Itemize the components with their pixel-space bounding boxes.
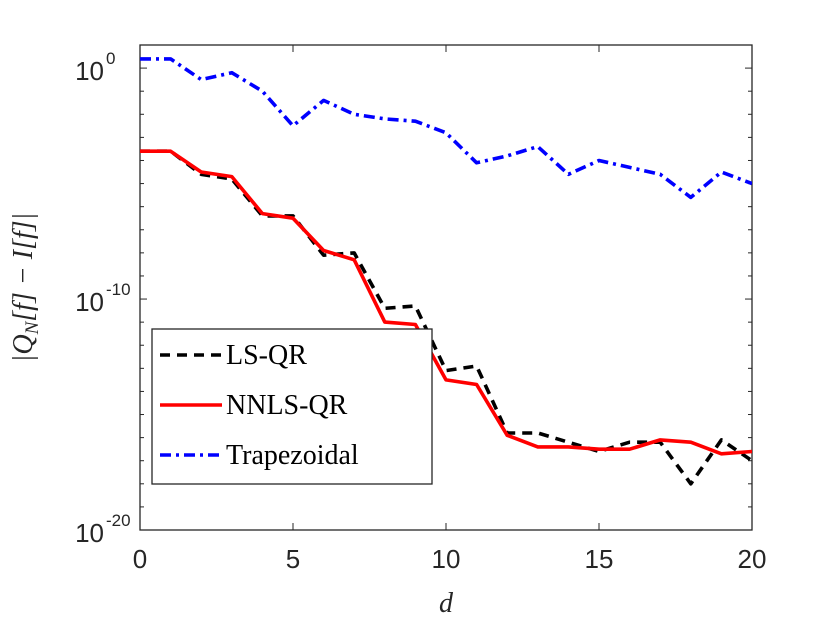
series-line-trapezoidal	[140, 57, 752, 200]
y-tick-label-exponent: -20	[106, 511, 131, 530]
x-axis-label: d	[439, 588, 454, 619]
series-line-nnls-qr	[140, 149, 752, 456]
x-axis-ticks	[139, 45, 753, 530]
y-tick-label: 10	[75, 518, 104, 548]
y-axis-label: |QN[f] − I[f]|	[8, 213, 43, 363]
y-tick-label-exponent: 0	[106, 49, 115, 68]
y-tick-label: 10	[75, 287, 104, 317]
legend-label: NNLS-QR	[226, 390, 348, 421]
x-tick-label: 15	[585, 544, 614, 574]
legend-label: Trapezoidal	[226, 440, 359, 471]
legend-label: LS-QR	[226, 340, 307, 371]
y-axis-ticks	[140, 44, 752, 531]
y-tick-label-exponent: -10	[106, 280, 131, 299]
x-tick-label: 10	[432, 544, 461, 574]
legend: LS-QR NNLS-QR Trapezoidal	[151, 328, 433, 485]
y-tick-label: 10	[75, 56, 104, 86]
y-axis-label-part-2: [f] − I[f]|	[8, 213, 39, 322]
y-axis-label-subscript: N	[22, 320, 43, 335]
series-layer	[140, 57, 752, 486]
x-tick-label: 0	[133, 544, 147, 574]
x-tick-labels: 0 5 10 15 20	[133, 544, 767, 574]
x-tick-label: 5	[286, 544, 300, 574]
y-axis-label-part-1: |Q	[8, 334, 39, 362]
x-tick-label: 20	[738, 544, 767, 574]
